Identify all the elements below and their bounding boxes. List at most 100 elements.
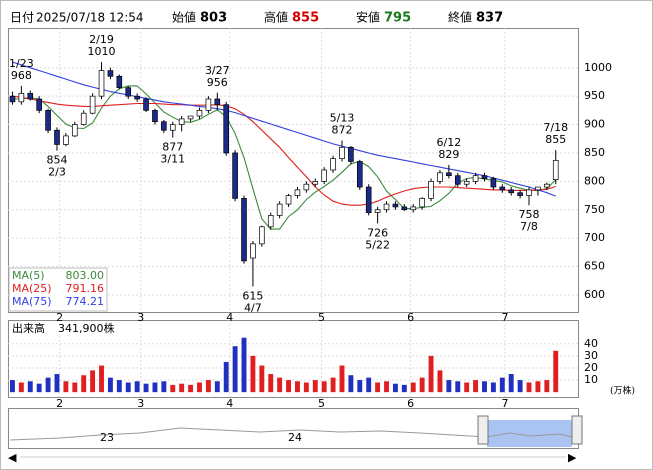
annotation-value: 854 [46,154,67,167]
navigator-year: 23 [100,431,114,444]
volume-bar [188,384,194,393]
annotation-date: 6/12 [437,136,462,149]
volume-bar [482,381,487,393]
volume-bar [214,381,220,393]
candle-body [223,104,230,154]
annotation-date: 5/22 [365,238,390,251]
candle-body [214,98,221,106]
annotation-date: 1/23 [9,57,34,70]
volume-bar [375,382,381,393]
volume-tick-label: 40 [584,337,598,350]
navigator-year: 24 [288,431,302,444]
volume-bar [259,365,265,393]
candle-body [98,70,105,97]
volume-bar [295,381,300,393]
legend-value: 791.16 [66,282,105,295]
volume-bar [401,384,407,393]
candle-body [437,172,443,182]
annotation-value: 872 [331,123,352,136]
legend-name: MA(5) [12,269,45,282]
volume-bar [508,374,514,393]
volume-bar [277,377,283,393]
candle-body [45,110,51,131]
candle-body [552,159,559,181]
volume-bar [419,377,425,393]
annotation-value: 615 [242,289,263,302]
volume-bar [134,381,140,393]
candle-body [410,206,417,211]
volume-bar [473,380,479,393]
volume-bar [321,381,327,393]
volume-bar [107,377,113,393]
volume-bar [553,350,559,393]
candle-body [152,110,158,123]
legend-name: MA(75) [12,295,52,308]
navigator-handle-right[interactable] [571,415,583,445]
x-tick-label: 4 [226,397,233,410]
header-label: 終値 [448,10,472,25]
candle-body [544,183,550,188]
candle-body [80,112,87,125]
header-value: 855 [292,11,319,26]
y-tick-label: 850 [584,146,605,159]
volume-panel [8,320,579,398]
header-label: 高値 [264,10,288,25]
candle-body [285,195,292,205]
x-tick-label: 4 [226,311,233,324]
candle-body [392,203,399,208]
annotation-date: 2/3 [48,166,66,179]
volume-bar [232,346,238,393]
candle-body [446,172,452,177]
annotation-date: 5/13 [330,111,355,124]
scroll-right[interactable]: ▶ [568,451,577,464]
volume-bar [161,381,167,393]
navigator-handle-left[interactable] [477,415,489,445]
annotation-date: 7/8 [520,220,538,233]
volume-unit: (万株) [610,385,635,397]
header: 日付 2025/07/18 12:54 [10,11,144,25]
volume-legend-box [9,321,119,335]
candle-body [526,189,532,196]
candle-body [535,186,541,191]
annotation-value: 956 [207,76,228,89]
annotation-date: 3/27 [205,64,230,77]
legend-value: 803.00 [66,269,105,282]
volume-bar [250,355,256,393]
volume-bar [268,374,274,393]
volume-tick-label: 20 [584,361,598,374]
candle-body [196,110,203,117]
scroll-left[interactable]: ◀ [8,451,17,464]
candle-body [348,146,354,162]
candle-body [472,175,479,182]
volume-bar [410,382,416,393]
candle-body [71,124,78,137]
candle-body [18,92,25,103]
legend-value: 774.21 [66,295,105,308]
volume-bar [90,370,96,393]
annotation-value: 968 [11,69,32,82]
candle-body [134,95,140,100]
volume-bar [152,382,158,393]
candle-body [267,215,274,228]
y-tick-label: 600 [584,288,605,301]
candle-body [27,92,34,100]
navigator-selection[interactable] [487,420,572,447]
volume-bar [535,381,541,393]
volume-bar [99,365,104,393]
volume-bar [72,382,78,393]
annotation-date: 2/19 [89,33,114,46]
candle-body [499,186,506,191]
candle-body [330,158,336,171]
x-tick-label: 5 [318,397,325,410]
navigator-line [9,427,573,441]
candle-body [36,98,42,111]
annotation-date: 4/7 [244,301,262,314]
candle-body [54,129,60,145]
x-tick-label: 6 [407,311,414,324]
legend-box [8,267,108,312]
volume-bar [116,380,122,393]
y-tick-label: 650 [584,260,605,273]
ma-line [12,95,556,206]
candle-body [259,226,265,245]
volume-bar [428,355,434,393]
